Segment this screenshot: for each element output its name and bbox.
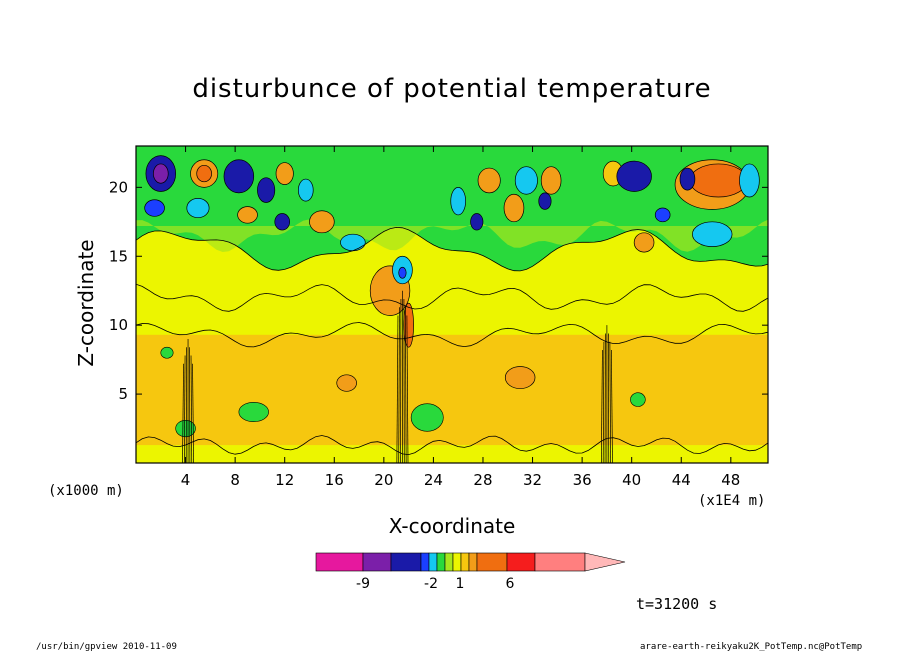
x-tick-label: 40 bbox=[622, 471, 641, 489]
field-blob bbox=[450, 186, 466, 216]
field-blob bbox=[739, 163, 760, 198]
x-tick-label: 16 bbox=[325, 471, 344, 489]
field-green-patch bbox=[160, 346, 174, 359]
field-blob bbox=[274, 213, 291, 231]
contour-plot-area bbox=[136, 146, 768, 463]
colorbar-arrow bbox=[584, 552, 626, 572]
field-green-patch bbox=[630, 392, 646, 407]
field-blob bbox=[692, 221, 733, 247]
x-tick-label: 44 bbox=[672, 471, 691, 489]
y-tick-label: 15 bbox=[109, 247, 128, 265]
field-blob bbox=[514, 166, 538, 195]
field-column-contour bbox=[182, 363, 184, 463]
x-tick-label: 32 bbox=[523, 471, 542, 489]
field-column-contour bbox=[190, 355, 193, 463]
field-blob bbox=[398, 266, 407, 279]
field-blob bbox=[538, 192, 552, 210]
field-blob bbox=[257, 177, 276, 203]
y-tick-label: 10 bbox=[109, 316, 128, 334]
colorbar-tick-label: 6 bbox=[506, 576, 515, 592]
y-tick-label: 20 bbox=[109, 178, 128, 196]
colorbar-swatch bbox=[420, 552, 430, 572]
field-blob bbox=[223, 159, 255, 194]
contour-line bbox=[136, 435, 768, 456]
y-axis-ticks: 5 10 15 20 bbox=[109, 178, 768, 403]
x-unit-left: (x1000 m) bbox=[48, 483, 124, 499]
x-tick-label: 4 bbox=[181, 471, 191, 489]
field-blob bbox=[196, 164, 212, 183]
field-blob bbox=[237, 206, 258, 224]
field-blob bbox=[689, 163, 748, 198]
field-green-patch bbox=[175, 419, 196, 438]
x-tick-label: 8 bbox=[230, 471, 240, 489]
colorbar-swatch bbox=[428, 552, 438, 572]
field-blob bbox=[654, 207, 671, 223]
colorbar-swatch bbox=[476, 552, 508, 572]
colorbar-swatch bbox=[452, 552, 462, 572]
field-blob bbox=[340, 233, 366, 252]
field-blob bbox=[336, 374, 357, 392]
field-blob bbox=[186, 198, 210, 219]
contour-line bbox=[136, 283, 768, 312]
field-blob bbox=[152, 163, 169, 184]
field-blob bbox=[477, 167, 501, 194]
field-column-contour bbox=[611, 349, 613, 463]
colorbar-tick-label: -9 bbox=[356, 576, 370, 592]
x-axis-ticks: 4 8 12 16 20 24 28 32 36 40 44 48 bbox=[181, 146, 740, 489]
x-tick-label: 36 bbox=[573, 471, 592, 489]
colorbar-swatch bbox=[436, 552, 446, 572]
field-column-contour bbox=[406, 315, 409, 463]
field-column-contour bbox=[396, 315, 399, 463]
colorbar-swatch bbox=[362, 552, 392, 572]
colorbar-tick-label: -2 bbox=[424, 576, 438, 592]
footer-right-text: arare-earth-reikyaku2K_PotTemp.nc@PotTem… bbox=[640, 642, 863, 652]
colorbar-swatch bbox=[534, 552, 586, 572]
field-blob bbox=[633, 232, 655, 253]
colorbar-swatch bbox=[460, 552, 470, 572]
colorbar-swatch bbox=[506, 552, 536, 572]
x-tick-label: 28 bbox=[473, 471, 492, 489]
colorbar-swatch bbox=[468, 552, 478, 572]
contour-line bbox=[136, 226, 768, 272]
x-tick-label: 24 bbox=[424, 471, 443, 489]
x-tick-label: 20 bbox=[374, 471, 393, 489]
x-unit-right: (x1E4 m) bbox=[698, 493, 766, 509]
colorbar: -9 -2 1 6 bbox=[315, 552, 626, 592]
field-blob bbox=[540, 166, 562, 195]
plot-frame bbox=[135, 145, 769, 464]
field-column-contour bbox=[600, 349, 603, 463]
colorbar-swatch bbox=[444, 552, 454, 572]
field-blob bbox=[503, 193, 525, 223]
field-green-patch bbox=[238, 402, 269, 422]
field-blob bbox=[297, 178, 314, 202]
y-tick-label: 5 bbox=[118, 385, 128, 403]
field-blob bbox=[679, 167, 696, 191]
field-column-contour bbox=[398, 307, 400, 463]
field-blob bbox=[144, 199, 165, 217]
colorbar-tick-label: 1 bbox=[456, 576, 465, 592]
field-green-patch bbox=[410, 403, 444, 432]
time-label: t=31200 s bbox=[636, 595, 718, 613]
field-column-contour bbox=[405, 307, 407, 463]
field-blob bbox=[309, 210, 335, 234]
x-tick-label: 48 bbox=[721, 471, 740, 489]
footer-left-text: /usr/bin/gpview 2010-11-09 bbox=[36, 642, 177, 652]
chart-title: disturbunce of potential temperature bbox=[192, 74, 712, 104]
y-axis-label: Z-coordinate bbox=[74, 239, 98, 367]
field-blob bbox=[470, 213, 484, 231]
field-blob bbox=[504, 366, 536, 389]
field-column-contour bbox=[609, 341, 611, 463]
contour-line bbox=[136, 322, 768, 348]
x-axis-label: X-coordinate bbox=[388, 514, 516, 538]
colorbar-swatch bbox=[390, 552, 422, 572]
field-blob bbox=[616, 160, 652, 192]
field-column-contour bbox=[602, 341, 605, 463]
colorbar-swatch bbox=[315, 552, 364, 572]
field-blob bbox=[275, 162, 294, 185]
x-tick-label: 12 bbox=[275, 471, 294, 489]
field-band-warm bbox=[136, 334, 768, 446]
field-column-contour bbox=[192, 363, 194, 463]
